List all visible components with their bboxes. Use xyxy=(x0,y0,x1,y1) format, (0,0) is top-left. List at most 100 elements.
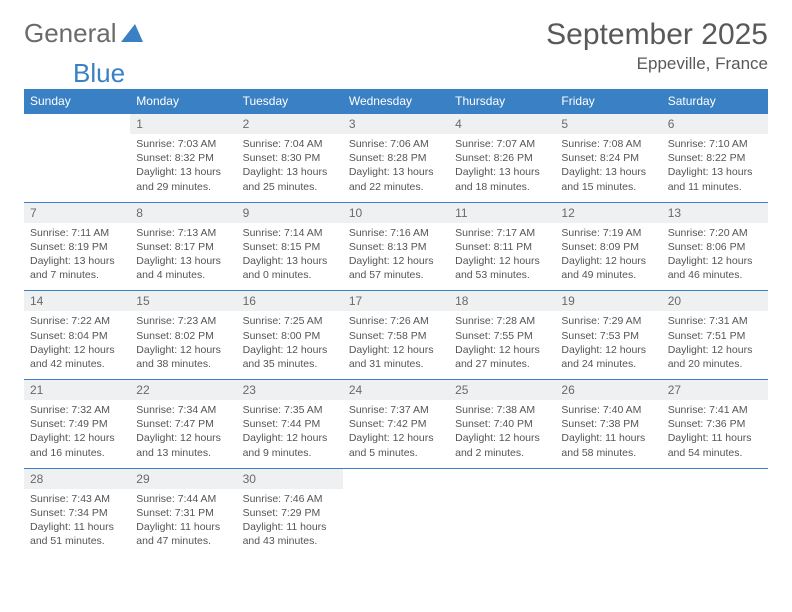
sunrise-text: Sunrise: 7:22 AM xyxy=(30,314,124,328)
day-number: 22 xyxy=(130,380,236,400)
day-body: Sunrise: 7:17 AMSunset: 8:11 PMDaylight:… xyxy=(449,223,555,291)
day-body xyxy=(662,489,768,547)
day-body: Sunrise: 7:41 AMSunset: 7:36 PMDaylight:… xyxy=(662,400,768,468)
day-number xyxy=(662,469,768,489)
day-body: Sunrise: 7:44 AMSunset: 7:31 PMDaylight:… xyxy=(130,489,236,557)
daylight-text: Daylight: 12 hours and 24 minutes. xyxy=(561,343,655,371)
day-number: 19 xyxy=(555,291,661,311)
sunrise-text: Sunrise: 7:19 AM xyxy=(561,226,655,240)
day-cell xyxy=(555,468,661,556)
sunrise-text: Sunrise: 7:40 AM xyxy=(561,403,655,417)
day-body: Sunrise: 7:11 AMSunset: 8:19 PMDaylight:… xyxy=(24,223,130,291)
day-number: 27 xyxy=(662,380,768,400)
dow-cell: Wednesday xyxy=(343,89,449,113)
sunrise-text: Sunrise: 7:34 AM xyxy=(136,403,230,417)
day-cell: 2Sunrise: 7:04 AMSunset: 8:30 PMDaylight… xyxy=(237,114,343,203)
dow-cell: Friday xyxy=(555,89,661,113)
daylight-text: Daylight: 12 hours and 16 minutes. xyxy=(30,431,124,459)
sunset-text: Sunset: 8:13 PM xyxy=(349,240,443,254)
day-cell xyxy=(449,468,555,556)
sunset-text: Sunset: 8:02 PM xyxy=(136,329,230,343)
daylight-text: Daylight: 12 hours and 46 minutes. xyxy=(668,254,762,282)
daylight-text: Daylight: 12 hours and 31 minutes. xyxy=(349,343,443,371)
sunset-text: Sunset: 7:53 PM xyxy=(561,329,655,343)
day-number: 30 xyxy=(237,469,343,489)
sunset-text: Sunset: 8:30 PM xyxy=(243,151,337,165)
day-number: 3 xyxy=(343,114,449,134)
day-cell: 26Sunrise: 7:40 AMSunset: 7:38 PMDayligh… xyxy=(555,380,661,469)
sunset-text: Sunset: 8:28 PM xyxy=(349,151,443,165)
day-cell xyxy=(24,114,130,203)
day-cell xyxy=(343,468,449,556)
day-number: 25 xyxy=(449,380,555,400)
day-cell: 12Sunrise: 7:19 AMSunset: 8:09 PMDayligh… xyxy=(555,202,661,291)
day-body: Sunrise: 7:08 AMSunset: 8:24 PMDaylight:… xyxy=(555,134,661,202)
dow-cell: Monday xyxy=(130,89,236,113)
sunset-text: Sunset: 7:29 PM xyxy=(243,506,337,520)
day-body: Sunrise: 7:46 AMSunset: 7:29 PMDaylight:… xyxy=(237,489,343,557)
day-cell: 3Sunrise: 7:06 AMSunset: 8:28 PMDaylight… xyxy=(343,114,449,203)
sunrise-text: Sunrise: 7:44 AM xyxy=(136,492,230,506)
day-cell: 22Sunrise: 7:34 AMSunset: 7:47 PMDayligh… xyxy=(130,380,236,469)
day-number: 10 xyxy=(343,203,449,223)
day-cell: 23Sunrise: 7:35 AMSunset: 7:44 PMDayligh… xyxy=(237,380,343,469)
sunrise-text: Sunrise: 7:17 AM xyxy=(455,226,549,240)
daylight-text: Daylight: 12 hours and 20 minutes. xyxy=(668,343,762,371)
day-number: 15 xyxy=(130,291,236,311)
day-body: Sunrise: 7:10 AMSunset: 8:22 PMDaylight:… xyxy=(662,134,768,202)
sunset-text: Sunset: 8:00 PM xyxy=(243,329,337,343)
sunset-text: Sunset: 7:40 PM xyxy=(455,417,549,431)
week-row: 28Sunrise: 7:43 AMSunset: 7:34 PMDayligh… xyxy=(24,468,768,556)
sunset-text: Sunset: 8:06 PM xyxy=(668,240,762,254)
day-cell: 5Sunrise: 7:08 AMSunset: 8:24 PMDaylight… xyxy=(555,114,661,203)
week-row: 1Sunrise: 7:03 AMSunset: 8:32 PMDaylight… xyxy=(24,114,768,203)
day-body xyxy=(343,489,449,547)
daylight-text: Daylight: 13 hours and 7 minutes. xyxy=(30,254,124,282)
sunset-text: Sunset: 7:49 PM xyxy=(30,417,124,431)
day-number: 12 xyxy=(555,203,661,223)
day-cell: 27Sunrise: 7:41 AMSunset: 7:36 PMDayligh… xyxy=(662,380,768,469)
sunset-text: Sunset: 8:26 PM xyxy=(455,151,549,165)
sunset-text: Sunset: 7:36 PM xyxy=(668,417,762,431)
day-number: 2 xyxy=(237,114,343,134)
week-row: 21Sunrise: 7:32 AMSunset: 7:49 PMDayligh… xyxy=(24,380,768,469)
logo-text-2: Blue xyxy=(24,58,768,89)
day-cell: 15Sunrise: 7:23 AMSunset: 8:02 PMDayligh… xyxy=(130,291,236,380)
day-cell: 20Sunrise: 7:31 AMSunset: 7:51 PMDayligh… xyxy=(662,291,768,380)
daylight-text: Daylight: 12 hours and 13 minutes. xyxy=(136,431,230,459)
day-number: 5 xyxy=(555,114,661,134)
sunset-text: Sunset: 7:38 PM xyxy=(561,417,655,431)
sunset-text: Sunset: 8:32 PM xyxy=(136,151,230,165)
day-body: Sunrise: 7:29 AMSunset: 7:53 PMDaylight:… xyxy=(555,311,661,379)
day-body: Sunrise: 7:23 AMSunset: 8:02 PMDaylight:… xyxy=(130,311,236,379)
day-body: Sunrise: 7:43 AMSunset: 7:34 PMDaylight:… xyxy=(24,489,130,557)
day-number: 11 xyxy=(449,203,555,223)
day-body: Sunrise: 7:40 AMSunset: 7:38 PMDaylight:… xyxy=(555,400,661,468)
day-body: Sunrise: 7:37 AMSunset: 7:42 PMDaylight:… xyxy=(343,400,449,468)
day-body: Sunrise: 7:20 AMSunset: 8:06 PMDaylight:… xyxy=(662,223,768,291)
sunset-text: Sunset: 7:42 PM xyxy=(349,417,443,431)
day-number: 16 xyxy=(237,291,343,311)
day-number: 9 xyxy=(237,203,343,223)
daylight-text: Daylight: 12 hours and 2 minutes. xyxy=(455,431,549,459)
daylight-text: Daylight: 13 hours and 22 minutes. xyxy=(349,165,443,193)
day-cell: 6Sunrise: 7:10 AMSunset: 8:22 PMDaylight… xyxy=(662,114,768,203)
sunrise-text: Sunrise: 7:23 AM xyxy=(136,314,230,328)
day-number: 28 xyxy=(24,469,130,489)
day-number: 26 xyxy=(555,380,661,400)
week-row: 14Sunrise: 7:22 AMSunset: 8:04 PMDayligh… xyxy=(24,291,768,380)
day-body: Sunrise: 7:25 AMSunset: 8:00 PMDaylight:… xyxy=(237,311,343,379)
month-title: September 2025 xyxy=(546,18,768,52)
sunrise-text: Sunrise: 7:41 AM xyxy=(668,403,762,417)
sunrise-text: Sunrise: 7:32 AM xyxy=(30,403,124,417)
sunset-text: Sunset: 7:34 PM xyxy=(30,506,124,520)
daylight-text: Daylight: 12 hours and 5 minutes. xyxy=(349,431,443,459)
day-number: 1 xyxy=(130,114,236,134)
day-number: 23 xyxy=(237,380,343,400)
day-number xyxy=(343,469,449,489)
day-cell: 29Sunrise: 7:44 AMSunset: 7:31 PMDayligh… xyxy=(130,468,236,556)
sunset-text: Sunset: 7:58 PM xyxy=(349,329,443,343)
sunset-text: Sunset: 8:24 PM xyxy=(561,151,655,165)
day-cell xyxy=(662,468,768,556)
daylight-text: Daylight: 11 hours and 58 minutes. xyxy=(561,431,655,459)
